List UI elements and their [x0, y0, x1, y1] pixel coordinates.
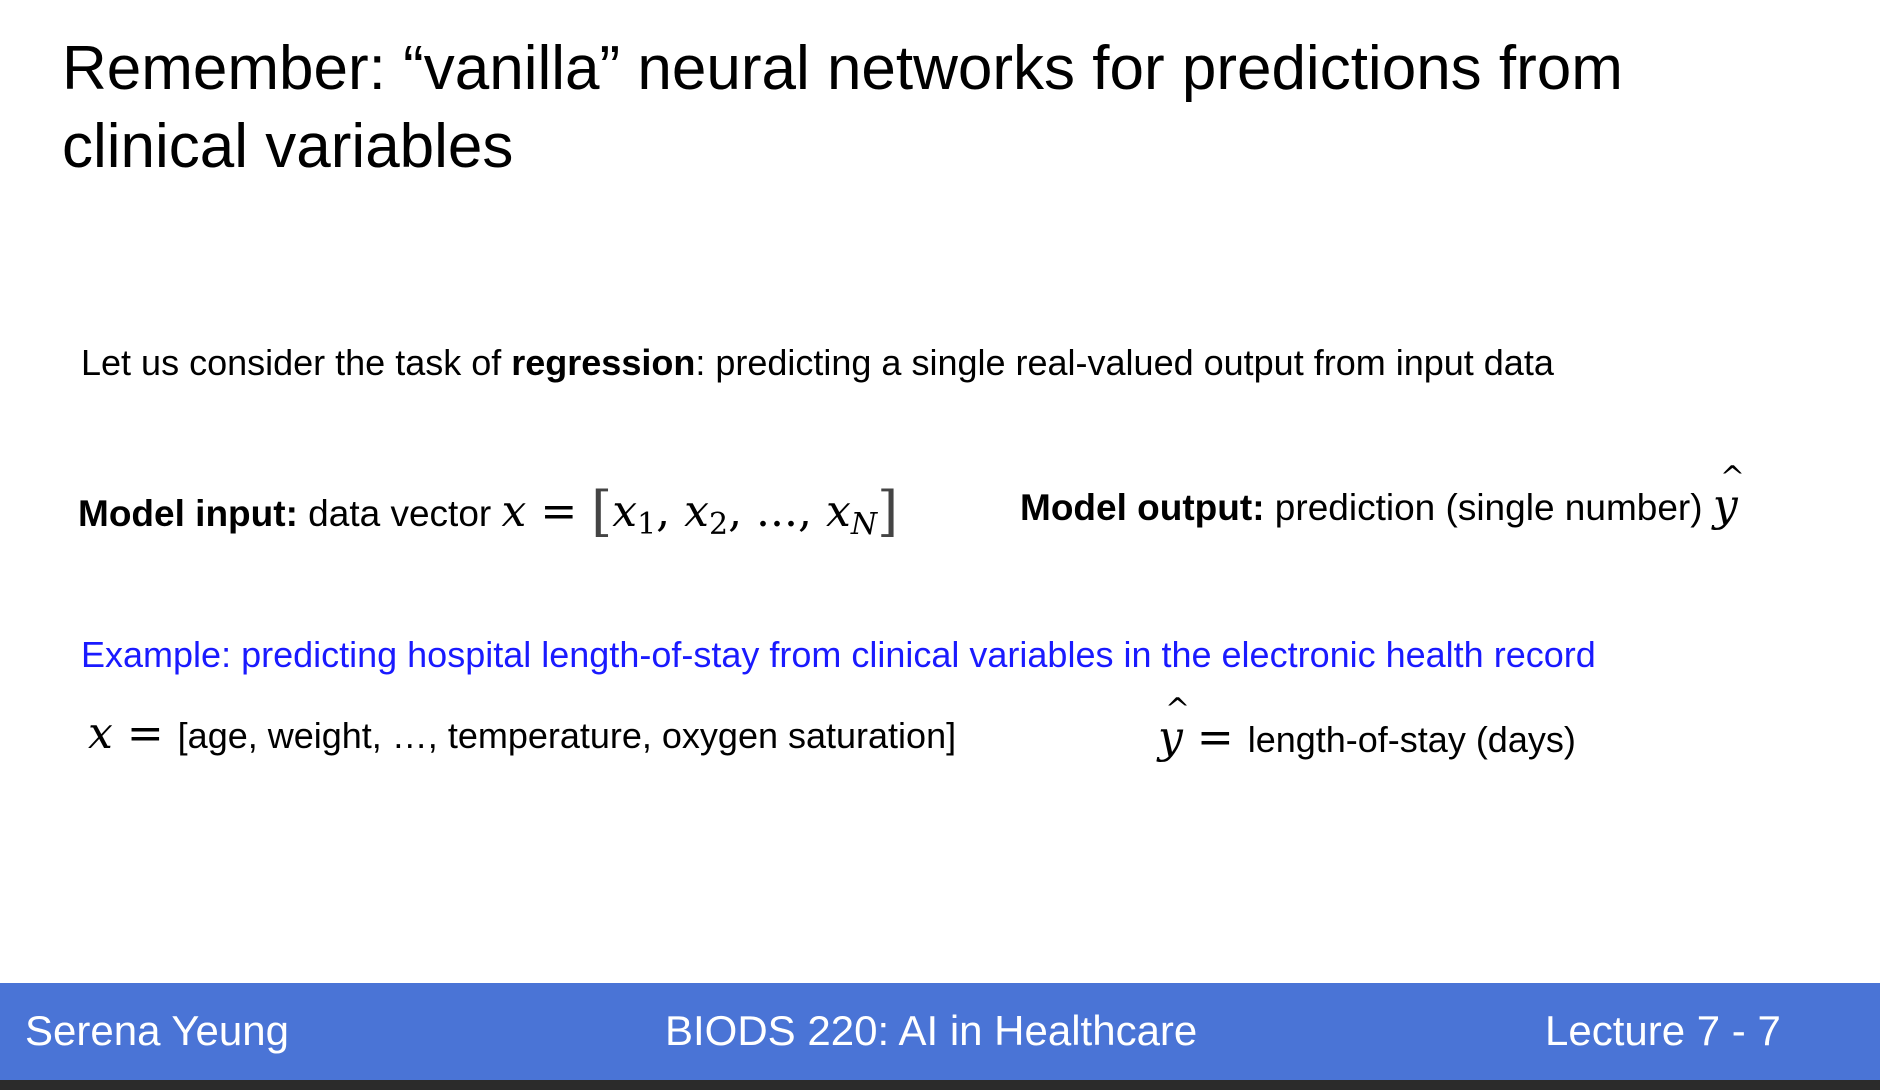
formula-x-var: x — [501, 486, 527, 537]
intro-suffix: : predicting a single real-valued output… — [695, 342, 1554, 383]
model-input-label: Model input: — [78, 493, 298, 534]
footer-author: Serena Yeung — [25, 1007, 289, 1054]
example-x-value: [age, weight, …, temperature, oxygen sat… — [177, 715, 957, 756]
intro-bold-term: regression — [511, 342, 696, 383]
model-input-formula: x = [x1, x2, ..., xN] — [501, 480, 899, 543]
formula-open-bracket: [ — [591, 480, 613, 543]
formula-x2-sub: 2 — [708, 507, 729, 542]
formula-x1-sub: 1 — [637, 507, 657, 542]
formula-xn: x — [825, 486, 851, 537]
intro-prefix: Let us consider the task of — [81, 342, 512, 383]
example-x-var: x — [88, 708, 113, 759]
formula-equals: = — [526, 486, 592, 537]
model-output-label: Model output: — [1020, 487, 1265, 528]
model-input: Model input: data vector x = [x1, x2, ..… — [78, 480, 898, 543]
footer-course: BIODS 220: AI in Healthcare — [665, 1007, 1198, 1054]
intro-text: Let us consider the task of regression: … — [81, 342, 1554, 384]
bottom-edge — [0, 1080, 1880, 1090]
footer-lecture: Lecture 7 - 7 — [1545, 1007, 1781, 1054]
example-y-equals: = — [1182, 712, 1248, 763]
model-output-text: prediction (single number) — [1264, 487, 1713, 528]
example-x-line: x = [age, weight, …, temperature, oxygen… — [88, 708, 956, 759]
formula-x2: x — [684, 486, 709, 537]
example-heading: Example: predicting hospital length-of-s… — [81, 634, 1596, 675]
formula-close-bracket: ] — [877, 480, 899, 543]
example-y-line: y = length-of-stay (days) — [1158, 692, 1576, 763]
example-y-hat: y — [1158, 692, 1190, 763]
y-hat-symbol: y — [1713, 460, 1745, 531]
example-y-value: length-of-stay (days) — [1247, 719, 1576, 760]
formula-ellipsis: , ..., — [728, 486, 826, 537]
example-x-equals: = — [112, 708, 178, 759]
formula-x1: x — [612, 486, 638, 537]
model-input-text: data vector — [297, 493, 502, 534]
slide-title: Remember: “vanilla” neural networks for … — [62, 34, 1623, 181]
formula-sep-1: , — [656, 486, 685, 537]
model-output: Model output: prediction (single number)… — [1020, 460, 1745, 531]
formula-xn-sub: N — [850, 507, 878, 542]
footer-bar: Serena Yeung BIODS 220: AI in Healthcare… — [0, 983, 1880, 1080]
